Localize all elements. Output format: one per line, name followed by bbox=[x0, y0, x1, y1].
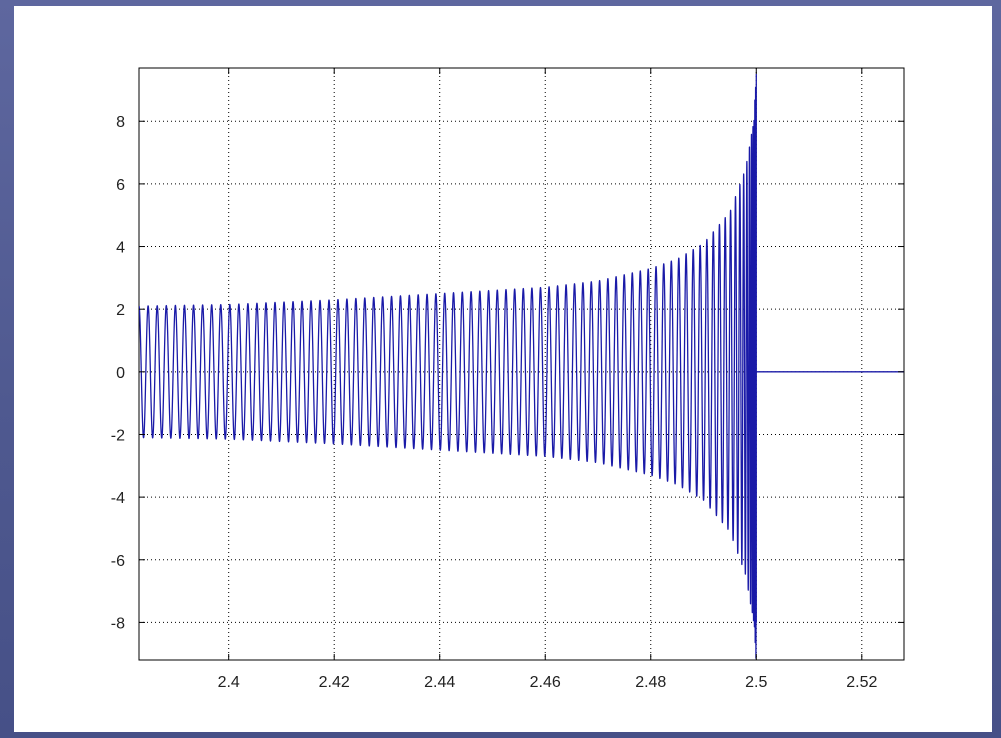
x-tick-label: 2.44 bbox=[424, 674, 455, 691]
y-tick-label: -8 bbox=[111, 615, 125, 632]
x-tick-label: 2.5 bbox=[745, 674, 767, 691]
figure-canvas: 2.4 2.42 2.44 2.46 2.48 2.5 2.52 8 6 4 2 0 -2 -4 -6 -8 bbox=[14, 6, 992, 732]
y-tick-label: -6 bbox=[111, 553, 125, 570]
x-tick-label: 2.46 bbox=[530, 674, 561, 691]
x-tick-label: 2.4 bbox=[218, 674, 240, 691]
y-tick-label: 2 bbox=[116, 302, 125, 319]
y-tick-label: -4 bbox=[111, 490, 125, 507]
series-layer bbox=[139, 73, 904, 659]
y-tick-label: 4 bbox=[116, 240, 125, 257]
axis-ticks bbox=[139, 68, 904, 660]
x-tick-labels: 2.4 2.42 2.44 2.46 2.48 2.5 2.52 bbox=[218, 674, 878, 691]
y-tick-label: -2 bbox=[111, 427, 125, 444]
y-tick-label: 8 bbox=[116, 114, 125, 131]
y-tick-labels: 8 6 4 2 0 -2 -4 -6 -8 bbox=[111, 114, 125, 632]
y-tick-label: 6 bbox=[116, 177, 125, 194]
line-chart: 2.4 2.42 2.44 2.46 2.48 2.5 2.52 8 6 4 2 0 -2 -4 -6 -8 bbox=[111, 67, 905, 691]
x-tick-label: 2.42 bbox=[319, 674, 350, 691]
x-tick-label: 2.52 bbox=[846, 674, 877, 691]
x-tick-label: 2.48 bbox=[635, 674, 666, 691]
series-line-0 bbox=[139, 73, 904, 659]
y-tick-label: 0 bbox=[116, 365, 125, 382]
